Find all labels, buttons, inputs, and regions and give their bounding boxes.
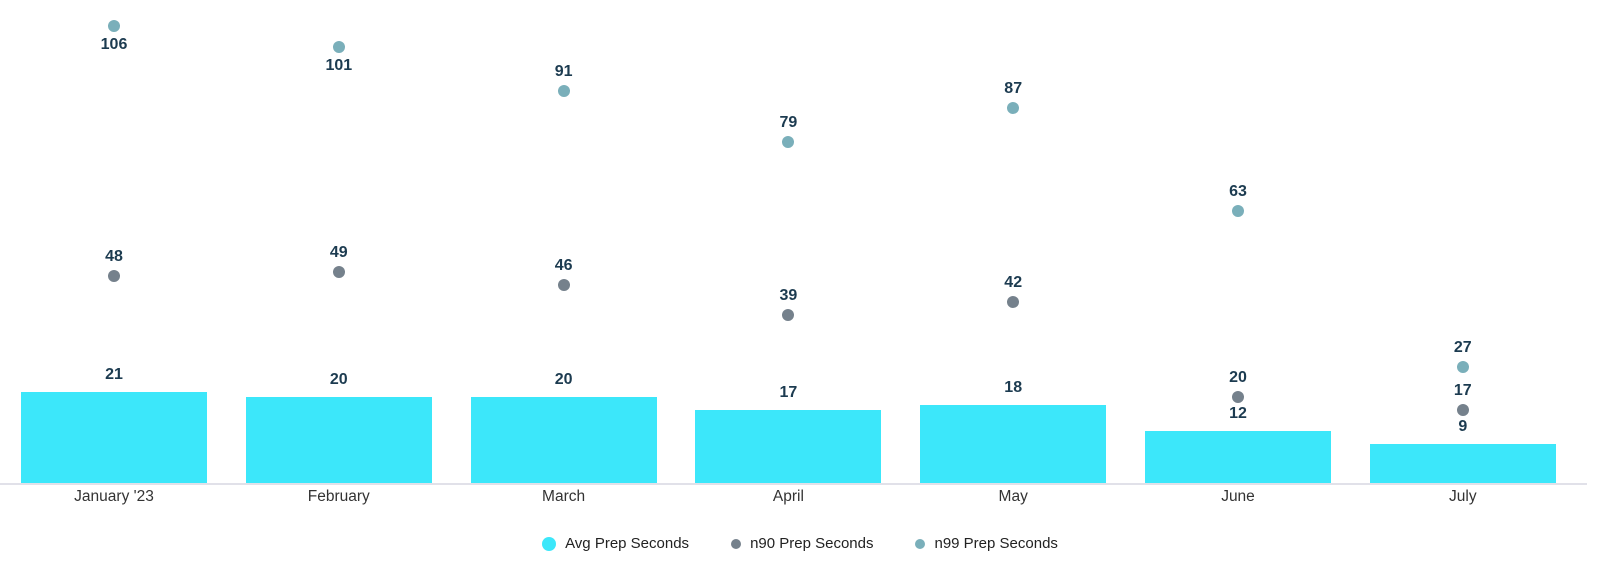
bar-january-23[interactable] [21, 392, 207, 483]
n99-value-label-july: 27 [1453, 338, 1472, 356]
bar-value-label-january-23: 21 [105, 366, 123, 383]
bar-value-label-may: 18 [1004, 379, 1023, 396]
n99-dot-may[interactable] [1007, 101, 1020, 114]
n99-value-label-june: 63 [1229, 183, 1247, 201]
n90-value-label-may: 42 [1004, 273, 1023, 291]
n90-dot-april[interactable] [782, 308, 795, 321]
x-axis-label-february: February [307, 488, 370, 505]
x-axis-line [0, 483, 1587, 485]
legend-label-n99-prep-seconds: n99 Prep Seconds [934, 535, 1058, 552]
n90-value-label-march: 46 [554, 256, 573, 274]
n90-value-label-february: 49 [329, 243, 348, 261]
x-axis-label-june: June [1221, 488, 1255, 505]
legend-label-n90-prep-seconds: n90 Prep Seconds [750, 535, 874, 552]
bar-value-label-february: 20 [329, 371, 348, 388]
bar-june[interactable] [1145, 431, 1331, 483]
n99-dot-february[interactable] [332, 41, 345, 54]
n99-dot-march[interactable] [557, 84, 570, 97]
bar-february[interactable] [245, 397, 432, 483]
n99-dot-june[interactable] [1232, 205, 1244, 218]
legend-marker-avg-prep-seconds [542, 536, 557, 551]
n99-value-label-january-23: 106 [100, 35, 128, 53]
bar-value-label-march: 20 [554, 371, 573, 388]
n90-dot-may[interactable] [1007, 295, 1020, 308]
bar-april[interactable] [695, 410, 882, 483]
x-axis-label-march: March [542, 488, 586, 505]
x-axis-label-january-23: January '23 [74, 488, 154, 505]
n99-value-label-february: 101 [325, 57, 353, 75]
x-axis-label-may: May [998, 488, 1028, 505]
legend-item-n90-prep-seconds[interactable]: n90 Prep Seconds [731, 534, 873, 553]
bar-value-label-july: 9 [1458, 418, 1468, 435]
x-axis-label-april: April [772, 488, 804, 505]
legend-label-avg-prep-seconds: Avg Prep Seconds [565, 535, 690, 552]
n99-dot-july[interactable] [1456, 360, 1469, 373]
bar-value-label-april: 17 [779, 384, 798, 401]
bar-march[interactable] [470, 397, 657, 483]
chart-legend: Avg Prep Seconds n90 Prep Seconds n99 Prep… [0, 534, 1600, 553]
n90-dot-july[interactable] [1456, 403, 1469, 416]
n90-value-label-july: 17 [1453, 381, 1472, 399]
plot-area: 21 20 20 17 18 12 9 48 49 46 39 42 20 17 106 101 91 79 87 6… [21, 19, 1556, 483]
bar-may[interactable] [920, 405, 1107, 483]
n99-value-label-april: 79 [779, 114, 798, 132]
bar-july[interactable] [1369, 444, 1556, 483]
n90-value-label-june: 20 [1229, 368, 1247, 386]
bar-value-label-june: 12 [1229, 405, 1247, 422]
n90-dot-february[interactable] [332, 265, 345, 278]
legend-marker-n99-prep-seconds [915, 538, 926, 549]
legend-item-avg-prep-seconds[interactable]: Avg Prep Seconds [542, 534, 689, 553]
n99-dot-april[interactable] [782, 136, 795, 149]
n90-dot-june[interactable] [1232, 390, 1244, 403]
n99-value-label-may: 87 [1004, 79, 1023, 97]
n90-value-label-january-23: 48 [105, 248, 123, 265]
legend-item-n99-prep-seconds[interactable]: n99 Prep Seconds [915, 534, 1058, 553]
n90-dot-march[interactable] [557, 278, 570, 291]
n90-value-label-april: 39 [779, 286, 798, 304]
x-axis-label-july: July [1449, 488, 1477, 505]
legend-marker-n90-prep-seconds [731, 538, 742, 549]
n90-dot-january-23[interactable] [108, 270, 120, 282]
n99-value-label-march: 91 [554, 62, 573, 80]
n99-dot-january-23[interactable] [108, 19, 120, 32]
